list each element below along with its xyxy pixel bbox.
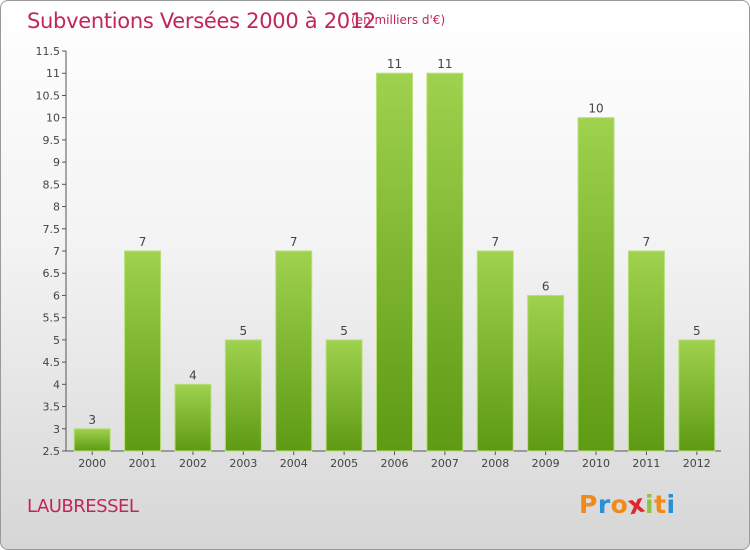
bar-value-label: 7 bbox=[491, 235, 499, 249]
logo-letter: P bbox=[579, 490, 598, 519]
x-tick-label: 2004 bbox=[280, 457, 308, 470]
bar bbox=[325, 339, 363, 452]
x-tick-label: 2002 bbox=[179, 457, 207, 470]
bar-value-label: 10 bbox=[588, 102, 603, 116]
bar bbox=[224, 339, 262, 452]
y-tick-label: 9.5 bbox=[43, 134, 61, 147]
bar-value-label: 11 bbox=[437, 57, 452, 71]
commune-name: LAUBRESSEL bbox=[27, 496, 139, 517]
proxiti-logo: Proxiti bbox=[579, 489, 676, 521]
x-tick-label: 2005 bbox=[330, 457, 358, 470]
y-tick-label: 11.5 bbox=[36, 45, 61, 58]
bar bbox=[426, 72, 464, 452]
y-tick-label: 7 bbox=[53, 245, 60, 258]
bar bbox=[376, 72, 413, 452]
y-tick-label: 11 bbox=[46, 67, 60, 80]
x-tick-label: 2012 bbox=[683, 457, 711, 470]
bar-value-label: 11 bbox=[387, 57, 402, 71]
y-tick-label: 8 bbox=[53, 201, 60, 214]
x-tick-label: 2011 bbox=[632, 457, 660, 470]
bar bbox=[627, 250, 665, 452]
y-tick-label: 6 bbox=[53, 289, 60, 302]
chart-title: Subventions Versées 2000 à 2012 bbox=[27, 9, 376, 33]
bar-value-label: 6 bbox=[542, 279, 550, 293]
chart-data-labels: 3 7 4 5 7 5 11 11 7 6 10 7 5 bbox=[88, 57, 700, 427]
y-tick-label: 3 bbox=[53, 423, 60, 436]
bar bbox=[124, 250, 162, 452]
y-tick-label: 6.5 bbox=[43, 267, 61, 280]
bar-value-label: 4 bbox=[189, 368, 197, 382]
logo-letter: i bbox=[666, 490, 676, 519]
y-tick-label: 4 bbox=[53, 378, 60, 391]
y-tick-label: 5 bbox=[53, 334, 60, 347]
bar-value-label: 3 bbox=[88, 413, 96, 427]
bar bbox=[678, 339, 716, 452]
x-tick-label: 2006 bbox=[381, 457, 409, 470]
chart-axes: 2.5 3 3.5 4 4.5 5 5.5 6 6.5 7 7.5 8 8.5 9 9.5 10 10.5 11 1… bbox=[36, 45, 721, 470]
bar bbox=[174, 383, 212, 452]
x-tick-label: 2000 bbox=[78, 457, 106, 470]
chart-subtitle: (en milliers d'€) bbox=[351, 13, 446, 27]
logo-letter: t bbox=[654, 490, 667, 519]
bar-value-label: 5 bbox=[240, 324, 248, 338]
x-tick-label: 2010 bbox=[582, 457, 610, 470]
bar bbox=[275, 250, 313, 452]
bar-value-label: 7 bbox=[139, 235, 147, 249]
y-tick-label: 9 bbox=[53, 156, 60, 169]
y-tick-label: 10.5 bbox=[36, 89, 61, 102]
y-tick-label: 10 bbox=[46, 112, 60, 125]
bar-value-label: 7 bbox=[643, 235, 651, 249]
x-tick-label: 2009 bbox=[532, 457, 560, 470]
logo-letter: o bbox=[610, 490, 629, 519]
bar bbox=[476, 250, 514, 452]
y-tick-label: 2.5 bbox=[43, 445, 61, 458]
logo-letter: i bbox=[645, 490, 655, 519]
bar bbox=[73, 428, 111, 452]
y-tick-label: 7.5 bbox=[43, 223, 61, 236]
x-tick-label: 2007 bbox=[431, 457, 459, 470]
x-tick-label: 2003 bbox=[229, 457, 257, 470]
y-tick-label: 5.5 bbox=[43, 312, 61, 325]
bar-value-label: 7 bbox=[290, 235, 298, 249]
bar-value-label: 5 bbox=[340, 324, 348, 338]
y-tick-label: 8.5 bbox=[43, 178, 61, 191]
bar bbox=[577, 117, 615, 452]
bar bbox=[527, 294, 565, 452]
x-tick-label: 2008 bbox=[481, 457, 509, 470]
logo-letter: r bbox=[597, 490, 611, 519]
chart-bars bbox=[73, 72, 716, 452]
x-tick-label: 2001 bbox=[129, 457, 157, 470]
y-tick-label: 3.5 bbox=[43, 401, 61, 414]
y-tick-label: 4.5 bbox=[43, 356, 61, 369]
bar-value-label: 5 bbox=[693, 324, 701, 338]
